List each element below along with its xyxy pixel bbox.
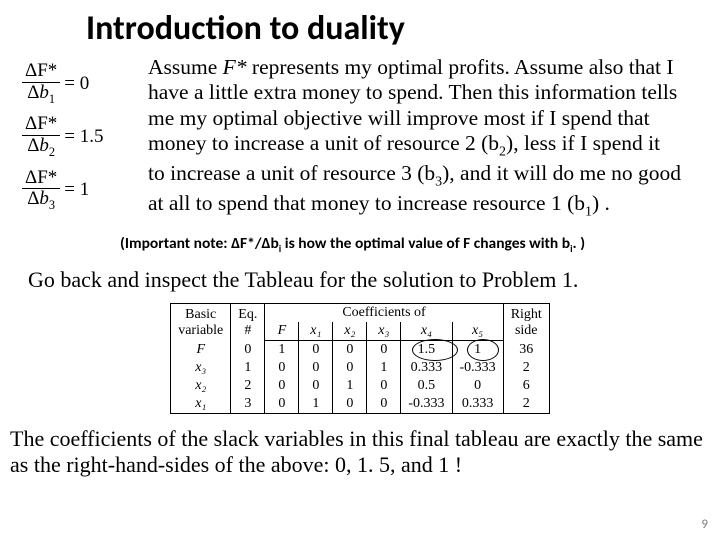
table-cell: 0 [367, 377, 401, 395]
th-c1: x₁ [299, 322, 333, 341]
eq2-num: ΔF* [25, 113, 57, 134]
table-cell: 0 [333, 359, 367, 377]
table-cell: 1 [265, 341, 299, 360]
eq1-den-sub: 1 [49, 92, 55, 106]
table-row: F010001.5136 [171, 341, 550, 360]
table-row: x₃100010.333-0.3332 [171, 359, 550, 377]
tableau-container: Basicvariable Eq.# Coefficients of Right… [0, 293, 720, 414]
para-h: 1 [585, 204, 592, 219]
th-c0: F [265, 322, 299, 341]
table-cell: 0 [333, 341, 367, 360]
para-i: ) . [592, 191, 610, 215]
paragraph: Assume F* represents my optimal profits.… [148, 55, 682, 220]
eq3-den-var: b [39, 188, 49, 209]
th-basic: Basicvariable [171, 304, 231, 341]
table-cell: x₃ [171, 359, 231, 377]
eq2-rhs: = 1.5 [64, 126, 103, 148]
table-row: x₂200100.506 [171, 377, 550, 395]
tableau-table: Basicvariable Eq.# Coefficients of Right… [170, 303, 550, 414]
th-eq: Eq.# [231, 304, 265, 341]
table-cell: -0.333 [401, 395, 452, 414]
equation-1: ΔF* Δb1 = 0 [22, 61, 140, 106]
equation-3: ΔF* Δb3 = 1 [22, 168, 140, 213]
th-c2: x₂ [333, 322, 367, 341]
table-cell: 2 [231, 377, 265, 395]
table-cell: 0.333 [401, 359, 452, 377]
table-cell: 1 [452, 341, 503, 360]
table-cell: 36 [503, 341, 549, 360]
table-cell: F [171, 341, 231, 360]
table-cell: 3 [231, 395, 265, 414]
table-cell: 0 [299, 341, 333, 360]
table-cell: 0.5 [401, 377, 452, 395]
table-cell: 1 [299, 395, 333, 414]
th-right: Rightside [503, 304, 549, 341]
table-cell: 0.333 [452, 395, 503, 414]
table-row: x₁30100-0.3330.3332 [171, 395, 550, 414]
table-cell: 0 [299, 377, 333, 395]
table-cell: 1 [231, 359, 265, 377]
table-cell: 0 [265, 395, 299, 414]
para-b: F* [223, 55, 247, 79]
eq1-den-var: b [39, 82, 49, 103]
table-cell: -0.333 [452, 359, 503, 377]
table-cell: 0 [265, 359, 299, 377]
page-number: 9 [701, 517, 708, 532]
note-a: (Important note: ΔF*/Δb [120, 234, 279, 253]
table-cell: 0 [299, 359, 333, 377]
eq3-num: ΔF* [25, 167, 57, 188]
eq1-rhs: = 0 [64, 73, 89, 95]
eq2-den-var: b [39, 135, 49, 156]
para-d: 2 [499, 144, 506, 159]
important-note: (Important note: ΔF*/Δbi is how the opti… [0, 220, 720, 255]
content-row: ΔF* Δb1 = 0 ΔF* Δb2 = 1.5 ΔF* Δb3 = 1 As… [0, 55, 720, 220]
eq1-num: ΔF* [25, 60, 57, 81]
eq2-den-sub: 2 [49, 145, 55, 159]
equation-2: ΔF* Δb2 = 1.5 [22, 114, 140, 159]
table-cell: 1 [367, 359, 401, 377]
table-cell: 0 [333, 395, 367, 414]
th-coeff: Coefficients of [265, 304, 503, 323]
th-c3: x₃ [367, 322, 401, 341]
table-cell: x₂ [171, 377, 231, 395]
table-cell: 1.5 [401, 341, 452, 360]
table-cell: 1 [333, 377, 367, 395]
goback-text: Go back and inspect the Tableau for the … [0, 255, 720, 293]
th-c5: x₅ [452, 322, 503, 341]
slide-title: Introduction to duality [0, 0, 720, 55]
bottom-text: The coefficients of the slack variables … [0, 414, 720, 478]
eq3-rhs: = 1 [64, 179, 89, 201]
table-cell: 0 [452, 377, 503, 395]
table-cell: 2 [503, 359, 549, 377]
eq3-den-sub: 3 [49, 198, 55, 212]
equations-column: ΔF* Δb1 = 0 ΔF* Δb2 = 1.5 ΔF* Δb3 = 1 [22, 55, 140, 220]
note-e: . ) [573, 234, 585, 253]
th-c4: x₄ [401, 322, 452, 341]
table-cell: 0 [367, 395, 401, 414]
table-cell: 0 [265, 377, 299, 395]
note-c: is how the optimal value of F changes wi… [281, 234, 570, 253]
table-cell: 6 [503, 377, 549, 395]
table-cell: 0 [231, 341, 265, 360]
table-cell: x₁ [171, 395, 231, 414]
table-cell: 0 [367, 341, 401, 360]
para-a: Assume [148, 55, 223, 79]
table-cell: 2 [503, 395, 549, 414]
